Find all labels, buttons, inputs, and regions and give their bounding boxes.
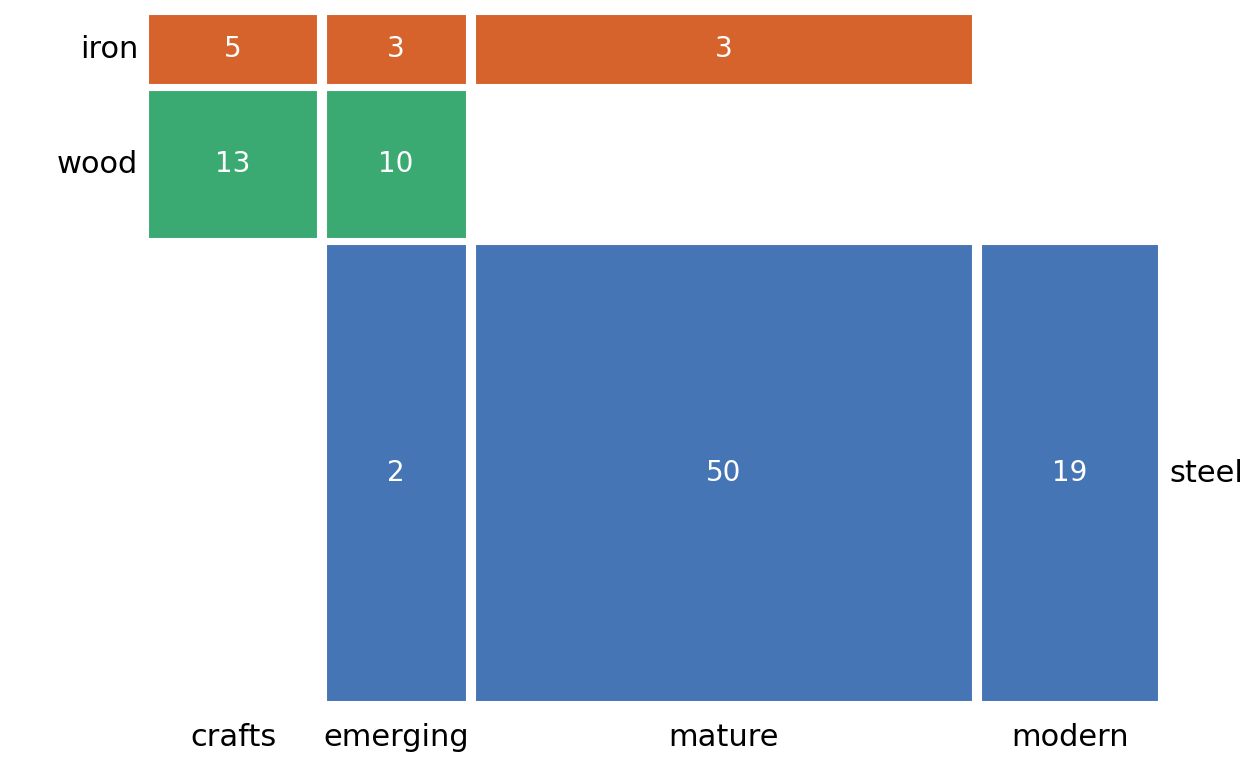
FancyBboxPatch shape [980, 244, 1159, 703]
Text: wood: wood [57, 150, 139, 179]
Text: 10: 10 [378, 150, 413, 178]
FancyBboxPatch shape [325, 14, 466, 85]
Text: 50: 50 [706, 459, 741, 487]
Text: 2: 2 [387, 459, 404, 487]
Text: 13: 13 [215, 150, 251, 178]
FancyBboxPatch shape [149, 90, 318, 239]
FancyBboxPatch shape [325, 90, 466, 239]
Text: 5: 5 [224, 35, 242, 63]
FancyBboxPatch shape [149, 14, 318, 85]
Text: modern: modern [1012, 723, 1129, 752]
Text: iron: iron [79, 35, 139, 64]
Text: 19: 19 [1052, 459, 1087, 487]
Text: crafts: crafts [190, 723, 276, 752]
FancyBboxPatch shape [475, 14, 973, 85]
FancyBboxPatch shape [325, 244, 466, 703]
Text: 3: 3 [714, 35, 732, 63]
Text: emerging: emerging [324, 723, 469, 752]
Text: 3: 3 [387, 35, 404, 63]
Text: steel: steel [1169, 459, 1244, 488]
FancyBboxPatch shape [475, 244, 973, 703]
Text: mature: mature [668, 723, 779, 752]
